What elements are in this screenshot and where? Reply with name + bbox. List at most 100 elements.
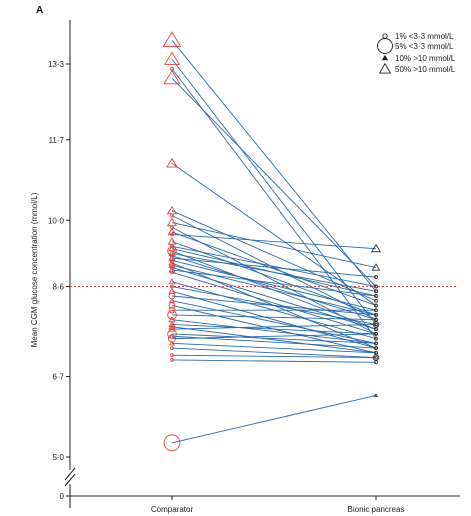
bionic-marker bbox=[374, 289, 378, 294]
patient-line bbox=[171, 40, 377, 292]
y-tick-label: 13·3 bbox=[48, 60, 65, 69]
comparator-marker bbox=[170, 244, 174, 249]
bionic-marker bbox=[372, 321, 380, 328]
legend-label: 50% >10 mmol/L bbox=[395, 65, 456, 74]
bionic-marker bbox=[374, 308, 378, 313]
bionic-marker bbox=[374, 313, 378, 317]
patient-line bbox=[171, 395, 377, 444]
patient-line bbox=[171, 326, 377, 354]
bionic-marker bbox=[374, 294, 378, 298]
patient-line bbox=[171, 354, 377, 359]
bionic-marker bbox=[374, 275, 378, 279]
y-tick-label: 6·7 bbox=[52, 373, 64, 382]
axis-break-mark bbox=[64, 473, 76, 487]
x-tick-label: Comparator bbox=[151, 505, 194, 514]
legend-label: 5% <3·3 mmol/L bbox=[395, 42, 454, 51]
axis-break-mark bbox=[64, 467, 76, 481]
axes-group: 0 5·0 6·7 8·6 10·0 11·7 13·3 Comparator Bionic p… bbox=[48, 20, 460, 514]
patient-line bbox=[171, 245, 377, 287]
bionic-marker bbox=[371, 263, 381, 271]
legend-triangle-marker bbox=[378, 62, 392, 74]
bionic-marker bbox=[374, 336, 378, 341]
patient-line bbox=[171, 241, 377, 316]
comparator-marker bbox=[168, 259, 176, 266]
y-tick-label: 10·0 bbox=[48, 216, 65, 225]
comparator-marker bbox=[166, 205, 178, 215]
bionic-marker bbox=[374, 360, 378, 365]
patient-line bbox=[171, 290, 377, 349]
patient-line bbox=[171, 260, 377, 311]
patient-line bbox=[171, 342, 377, 354]
y-tick-label: 5·0 bbox=[52, 453, 64, 462]
patient-line bbox=[171, 319, 377, 344]
comparator-marker bbox=[169, 340, 175, 346]
comparator-marker bbox=[170, 353, 174, 358]
bionic-marker bbox=[374, 303, 378, 308]
legend-label: 1% <3·3 mmol/L bbox=[395, 32, 454, 41]
bionic-marker bbox=[374, 346, 378, 350]
patient-line bbox=[171, 222, 377, 269]
patient-line bbox=[171, 300, 377, 344]
patient-line bbox=[171, 333, 377, 340]
bionic-marker bbox=[374, 341, 378, 346]
patient-line bbox=[171, 257, 377, 278]
comparator-marker bbox=[167, 237, 177, 245]
comparator-marker bbox=[167, 334, 177, 343]
bionic-marker bbox=[374, 298, 378, 303]
comparator-marker bbox=[168, 287, 176, 294]
patient-line bbox=[171, 210, 377, 302]
y-tick-label: 0 bbox=[60, 492, 65, 501]
legend: 1% <3·3 mmol/L5% <3·3 mmol/L 10% >10 mmol… bbox=[377, 32, 456, 74]
patient-line bbox=[171, 231, 377, 306]
patient-line bbox=[171, 323, 377, 330]
comparator-marker bbox=[164, 51, 180, 65]
y-axis-title: Mean CGM glucose concentration (mmol/L) bbox=[30, 192, 39, 347]
patient-line bbox=[171, 252, 377, 292]
bionic-marker bbox=[374, 355, 378, 360]
patient-line bbox=[171, 359, 377, 363]
comparator-marker bbox=[170, 265, 174, 270]
comparator-marker bbox=[167, 227, 177, 236]
legend-triangle-marker bbox=[381, 54, 389, 61]
comparator-marker bbox=[168, 306, 176, 314]
comparator-marker bbox=[170, 358, 174, 362]
comparator-marker bbox=[166, 217, 178, 227]
bionic-marker bbox=[374, 284, 378, 289]
comparator-marker bbox=[163, 434, 181, 452]
patient-line bbox=[171, 264, 377, 316]
legend-label: 10% >10 mmol/L bbox=[395, 54, 456, 63]
y-tick-label: 11·7 bbox=[49, 136, 65, 145]
comparator-marker bbox=[169, 297, 175, 303]
comparator-marker bbox=[168, 266, 176, 273]
patient-line bbox=[171, 269, 377, 297]
comparator-marker bbox=[170, 346, 174, 350]
x-tick-label: Bionic pancreas bbox=[348, 505, 405, 514]
data-markers bbox=[162, 31, 382, 452]
bionic-marker bbox=[370, 243, 382, 253]
comparator-marker bbox=[170, 66, 174, 71]
patient-line bbox=[171, 163, 377, 306]
patient-line bbox=[171, 314, 377, 321]
y-tick-label: 8·6 bbox=[52, 283, 64, 292]
connector-lines bbox=[171, 40, 377, 444]
comparator-marker bbox=[166, 157, 178, 168]
comparator-marker bbox=[168, 302, 176, 309]
patient-line bbox=[171, 323, 377, 335]
patient-line bbox=[171, 255, 377, 321]
patient-line bbox=[171, 77, 377, 287]
comparator-marker bbox=[169, 333, 175, 339]
legend-circle-marker bbox=[382, 33, 388, 39]
bionic-marker bbox=[374, 322, 378, 327]
comparator-marker bbox=[170, 270, 174, 275]
patient-line bbox=[171, 347, 377, 359]
patient-line bbox=[171, 234, 377, 250]
comparator-marker bbox=[168, 323, 176, 330]
comparator-marker bbox=[170, 232, 174, 237]
patient-line bbox=[171, 333, 377, 344]
legend-circle-marker bbox=[377, 38, 393, 54]
comparator-marker bbox=[163, 69, 181, 85]
bionic-marker bbox=[374, 332, 378, 336]
patient-line bbox=[171, 271, 377, 335]
patient-line bbox=[171, 295, 377, 316]
